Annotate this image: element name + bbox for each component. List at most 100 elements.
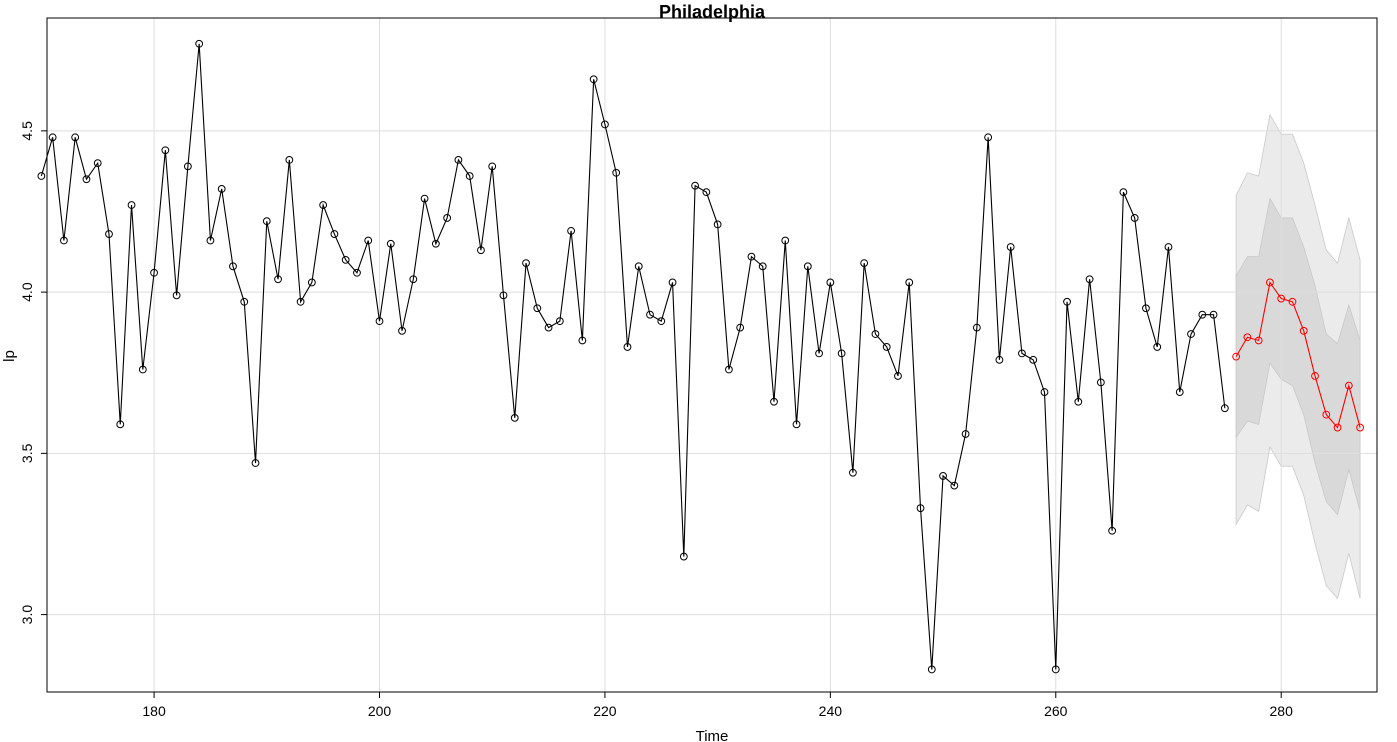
observed-point (454, 155, 463, 164)
forecast-bands (1235, 113, 1361, 600)
observed-point (172, 291, 181, 300)
observed-point (1006, 243, 1015, 251)
observed-point (713, 220, 722, 229)
observed-point (837, 349, 846, 358)
observed-point (161, 146, 170, 155)
forecast-point (1254, 336, 1263, 345)
observed-point (589, 75, 598, 84)
observed-point (206, 236, 215, 245)
observed-point (623, 343, 632, 351)
observed-point (274, 275, 282, 284)
observed-point (1051, 665, 1060, 674)
observed-point (1085, 275, 1094, 284)
observed-point (37, 172, 46, 180)
observed-point (465, 172, 474, 180)
observed-point (229, 262, 237, 271)
observed-point (1063, 297, 1071, 306)
observed-point (285, 155, 294, 164)
x-axis: 180 200 220 240 260 280 (142, 692, 1293, 719)
plot-frame (46, 17, 1378, 693)
observed-point (1130, 214, 1139, 222)
observed-point (691, 181, 699, 190)
observed-point (533, 304, 542, 313)
observed-point (646, 310, 654, 319)
observed-point (1198, 310, 1207, 319)
observed-point (82, 175, 91, 184)
forecast-point (1344, 381, 1353, 390)
observed-point (1187, 330, 1195, 338)
observed-point (1119, 188, 1128, 197)
observed-point (398, 326, 406, 335)
observed-point (375, 317, 384, 326)
forecast-point (1322, 410, 1331, 419)
observed-point (488, 162, 497, 171)
y-tick-label: 4.5 (19, 121, 35, 141)
y-tick-label: 3.5 (19, 443, 35, 463)
x-axis-title: Time (696, 728, 729, 742)
forecast-point (1288, 297, 1297, 306)
y-axis: 3.0 3.5 4.0 4.5 (19, 121, 47, 624)
y-tick-label: 3.0 (19, 605, 35, 625)
observed-point (758, 262, 767, 271)
observed-point (1018, 349, 1026, 358)
forecast-line (1235, 281, 1361, 429)
observed-point (555, 317, 564, 326)
observed-point (1029, 355, 1038, 364)
observed-point (431, 239, 440, 248)
observed-point (702, 188, 711, 197)
observed-point (995, 355, 1004, 364)
forecast-point (1333, 423, 1342, 432)
observed-point (668, 278, 677, 287)
observed-point (848, 468, 857, 477)
observed-line (40, 43, 1226, 670)
forecast-point (1356, 423, 1364, 432)
observed-point (296, 297, 305, 306)
observed-point (262, 217, 271, 226)
observed-point (409, 275, 418, 284)
observed-point (679, 552, 688, 561)
observed-point (927, 665, 936, 674)
observed-point (522, 259, 530, 267)
observed-point (747, 252, 756, 261)
x-tick-label: 200 (368, 703, 392, 719)
observed-point (251, 459, 260, 467)
y-tick-label: 4.0 (19, 282, 35, 302)
observed-point (138, 365, 147, 374)
observed-point (93, 159, 102, 168)
observed-point (307, 278, 316, 287)
observed-point (217, 185, 226, 193)
observed-point (195, 39, 204, 48)
observed-point (1164, 243, 1173, 251)
grid-lines (47, 18, 1377, 692)
observed-point (1096, 378, 1105, 387)
observed-point (950, 481, 959, 490)
observed-point (48, 133, 57, 142)
x-tick-label: 260 (1044, 703, 1068, 719)
observed-point (736, 323, 745, 332)
observed-point (916, 504, 925, 513)
observed-point (770, 397, 778, 406)
observed-point (905, 278, 914, 287)
observed-point (319, 201, 328, 209)
observed-point (612, 168, 621, 177)
forecast-point (1232, 352, 1241, 361)
observed-point (127, 201, 136, 209)
observed-point (1175, 388, 1184, 396)
x-tick-label: 180 (142, 703, 166, 719)
observed-point (601, 120, 609, 129)
forecast-point (1277, 294, 1286, 303)
x-tick-label: 240 (819, 703, 843, 719)
observed-point (544, 323, 553, 332)
observed-point (71, 133, 80, 142)
observed-point (364, 236, 373, 245)
observed-point (499, 291, 508, 300)
observed-point (105, 230, 113, 238)
observed-point (657, 317, 666, 326)
observed-point (1040, 388, 1049, 396)
observed-point (183, 162, 192, 171)
x-tick-label: 280 (1270, 703, 1294, 719)
observed-point (860, 259, 869, 267)
x-tick-label: 220 (593, 703, 617, 719)
observed-point (60, 236, 68, 245)
